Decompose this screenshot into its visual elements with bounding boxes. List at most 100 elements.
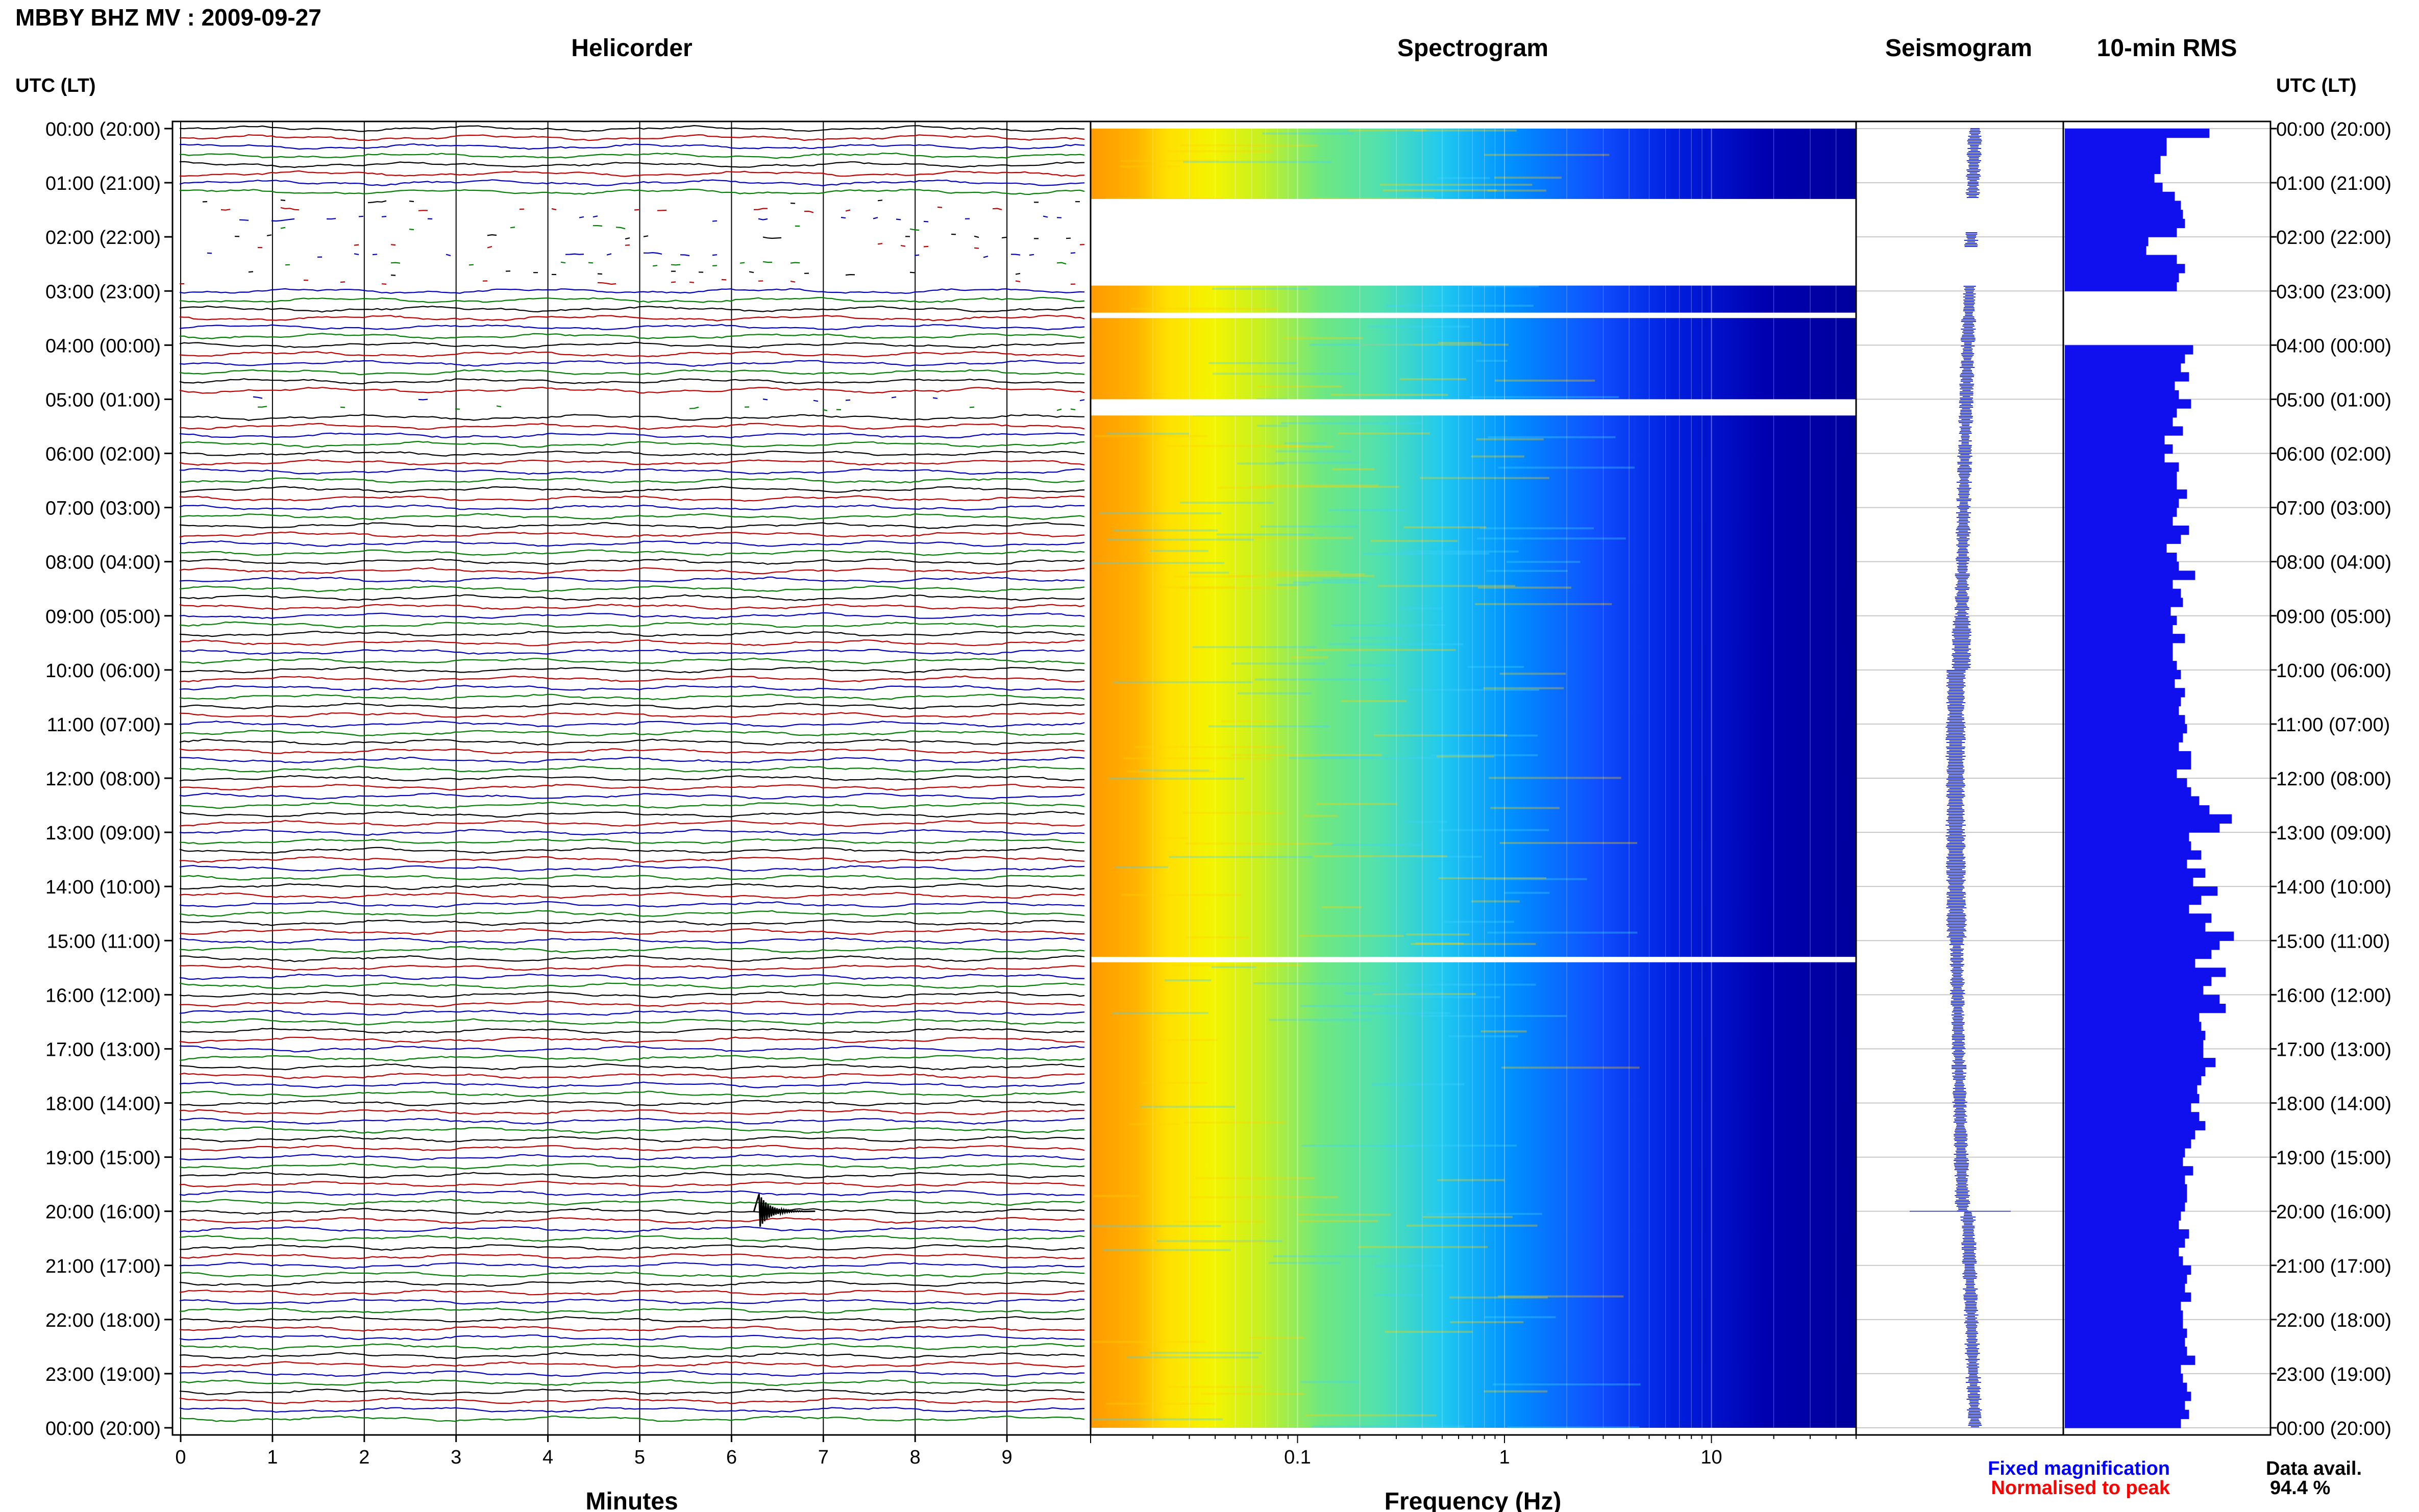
rms-bar bbox=[2065, 201, 2181, 210]
y-tick-label-left: 17:00 (13:00) bbox=[45, 1039, 161, 1060]
y-tick-label-left: 06:00 (02:00) bbox=[45, 444, 161, 465]
spectrogram-streak bbox=[1321, 906, 1362, 909]
spectrogram-streak bbox=[1280, 422, 1421, 425]
spectrogram-streak bbox=[1375, 1265, 1411, 1267]
y-tick-label-right: 07:00 (03:00) bbox=[2276, 498, 2391, 519]
helicorder-x-tick-label: 8 bbox=[910, 1447, 921, 1468]
spectrogram-streak bbox=[1303, 814, 1338, 817]
spectrogram-streak bbox=[1208, 725, 1329, 728]
spectrogram-streak bbox=[1420, 477, 1549, 479]
rms-bar bbox=[2065, 1238, 2185, 1248]
spectrogram-streak bbox=[1415, 943, 1464, 945]
helicorder-trace bbox=[179, 386, 1085, 394]
spectrogram-streak bbox=[1183, 1121, 1286, 1124]
spectrogram-streak bbox=[1149, 1351, 1262, 1354]
helicorder-trace bbox=[179, 305, 1085, 313]
spectrogram-streak bbox=[1139, 770, 1210, 772]
rms-bar bbox=[2065, 1301, 2181, 1311]
helicorder-x-tick-label: 2 bbox=[359, 1447, 369, 1468]
rms-bar bbox=[2065, 137, 2167, 147]
spectrogram-streak bbox=[1348, 129, 1427, 132]
rms-bar bbox=[2065, 381, 2175, 391]
spectrogram-streak bbox=[1275, 450, 1351, 453]
helicorder-trace bbox=[179, 1018, 1085, 1026]
y-tick-label-left: 03:00 (23:00) bbox=[45, 281, 161, 303]
spectrogram-streak bbox=[1448, 1035, 1518, 1037]
rms-bar bbox=[2065, 534, 2181, 544]
helicorder-trace bbox=[179, 333, 1085, 339]
helicorder-trace bbox=[179, 314, 1085, 321]
helicorder-x-tick-label: 3 bbox=[451, 1447, 461, 1468]
spectrogram-streak bbox=[1298, 1220, 1378, 1222]
spectrogram-streak bbox=[1504, 891, 1550, 894]
helicorder-trace bbox=[179, 1045, 1085, 1053]
rms-bar bbox=[2065, 652, 2173, 661]
rms-bar bbox=[2065, 255, 2177, 264]
spectrogram-streak bbox=[1217, 537, 1353, 539]
helicorder-x-tick-label: 0 bbox=[175, 1447, 186, 1468]
helicorder-trace bbox=[179, 829, 1085, 836]
y-tick-label-right: 04:00 (00:00) bbox=[2276, 335, 2391, 357]
spectrogram-streak bbox=[1217, 533, 1314, 536]
rms-bar bbox=[2065, 679, 2175, 688]
helicorder-trace bbox=[179, 748, 1085, 754]
rms-bar bbox=[2065, 1400, 2185, 1410]
spectrogram-streak bbox=[1153, 586, 1236, 588]
helicorder-trace bbox=[281, 226, 1052, 230]
rms-bar bbox=[2065, 1193, 2187, 1203]
rms-bar bbox=[2065, 607, 2171, 616]
spectrogram-streak bbox=[1189, 572, 1229, 574]
spectrogram-streak bbox=[1370, 540, 1458, 542]
y-tick-label-right: 19:00 (15:00) bbox=[2276, 1148, 2391, 1169]
spectrogram-streak bbox=[1331, 844, 1422, 846]
spectrogram-streak bbox=[1479, 527, 1594, 530]
helicorder-frame bbox=[171, 120, 1092, 1436]
spectrogram-gap bbox=[1091, 199, 1856, 286]
rms-bar bbox=[2065, 408, 2177, 418]
spectrogram-streak bbox=[1269, 1019, 1371, 1021]
helicorder-trace bbox=[179, 1298, 1085, 1305]
spectrogram-streak bbox=[1350, 637, 1402, 639]
spectrogram-streak bbox=[1352, 1012, 1451, 1014]
rms-bar bbox=[2065, 1247, 2179, 1257]
rms-bar bbox=[2065, 877, 2193, 887]
spectrogram-streak bbox=[1330, 393, 1448, 396]
spectrogram-title: Spectrogram bbox=[1397, 35, 1548, 62]
rms-bar bbox=[2065, 156, 2161, 165]
spectrogram-streak bbox=[1113, 681, 1253, 683]
helicorder-trace bbox=[179, 143, 1085, 150]
helicorder-trace bbox=[179, 1081, 1085, 1088]
spectrogram-streak bbox=[1485, 878, 1587, 880]
spectrogram-streak bbox=[1112, 1012, 1208, 1014]
spectrogram-streak bbox=[1338, 432, 1430, 435]
rms-bar bbox=[2065, 1148, 2185, 1158]
helicorder-trace bbox=[179, 1099, 1085, 1107]
helicorder-trace bbox=[179, 585, 1085, 592]
rms-bar bbox=[2065, 922, 2206, 932]
spectrogram-streak bbox=[1403, 821, 1447, 823]
helicorder-trace bbox=[179, 161, 1085, 168]
rms-bar bbox=[2065, 1139, 2191, 1149]
rms-bar bbox=[2065, 832, 2189, 842]
spectrogram-streak bbox=[1253, 982, 1390, 984]
y-tick-label-right: 02:00 (22:00) bbox=[2276, 227, 2391, 249]
spectrogram-streak bbox=[1383, 189, 1497, 191]
helicorder-trace bbox=[179, 901, 1085, 908]
spectrogram-streak bbox=[1331, 624, 1445, 626]
y-tick-label-left: 08:00 (04:00) bbox=[45, 552, 161, 574]
rms-bar bbox=[2065, 1039, 2204, 1050]
spectrogram-streak bbox=[1437, 755, 1494, 758]
spectrogram-streak bbox=[1431, 754, 1538, 757]
helicorder-trace bbox=[179, 693, 1085, 701]
helicorder-trace bbox=[179, 1199, 1085, 1206]
helicorder-trace bbox=[202, 199, 1080, 204]
spectrogram-streak bbox=[1489, 777, 1621, 779]
spectrogram-streak bbox=[1499, 673, 1566, 675]
spectrogram-streak bbox=[1507, 561, 1581, 563]
helicorder-trace bbox=[221, 207, 1034, 213]
rms-bar bbox=[2065, 1022, 2202, 1031]
rms-bar bbox=[2065, 886, 2218, 896]
rms-bar bbox=[2065, 1112, 2200, 1122]
y-tick-label-left: 18:00 (14:00) bbox=[45, 1094, 161, 1115]
rms-bar bbox=[2065, 543, 2167, 553]
